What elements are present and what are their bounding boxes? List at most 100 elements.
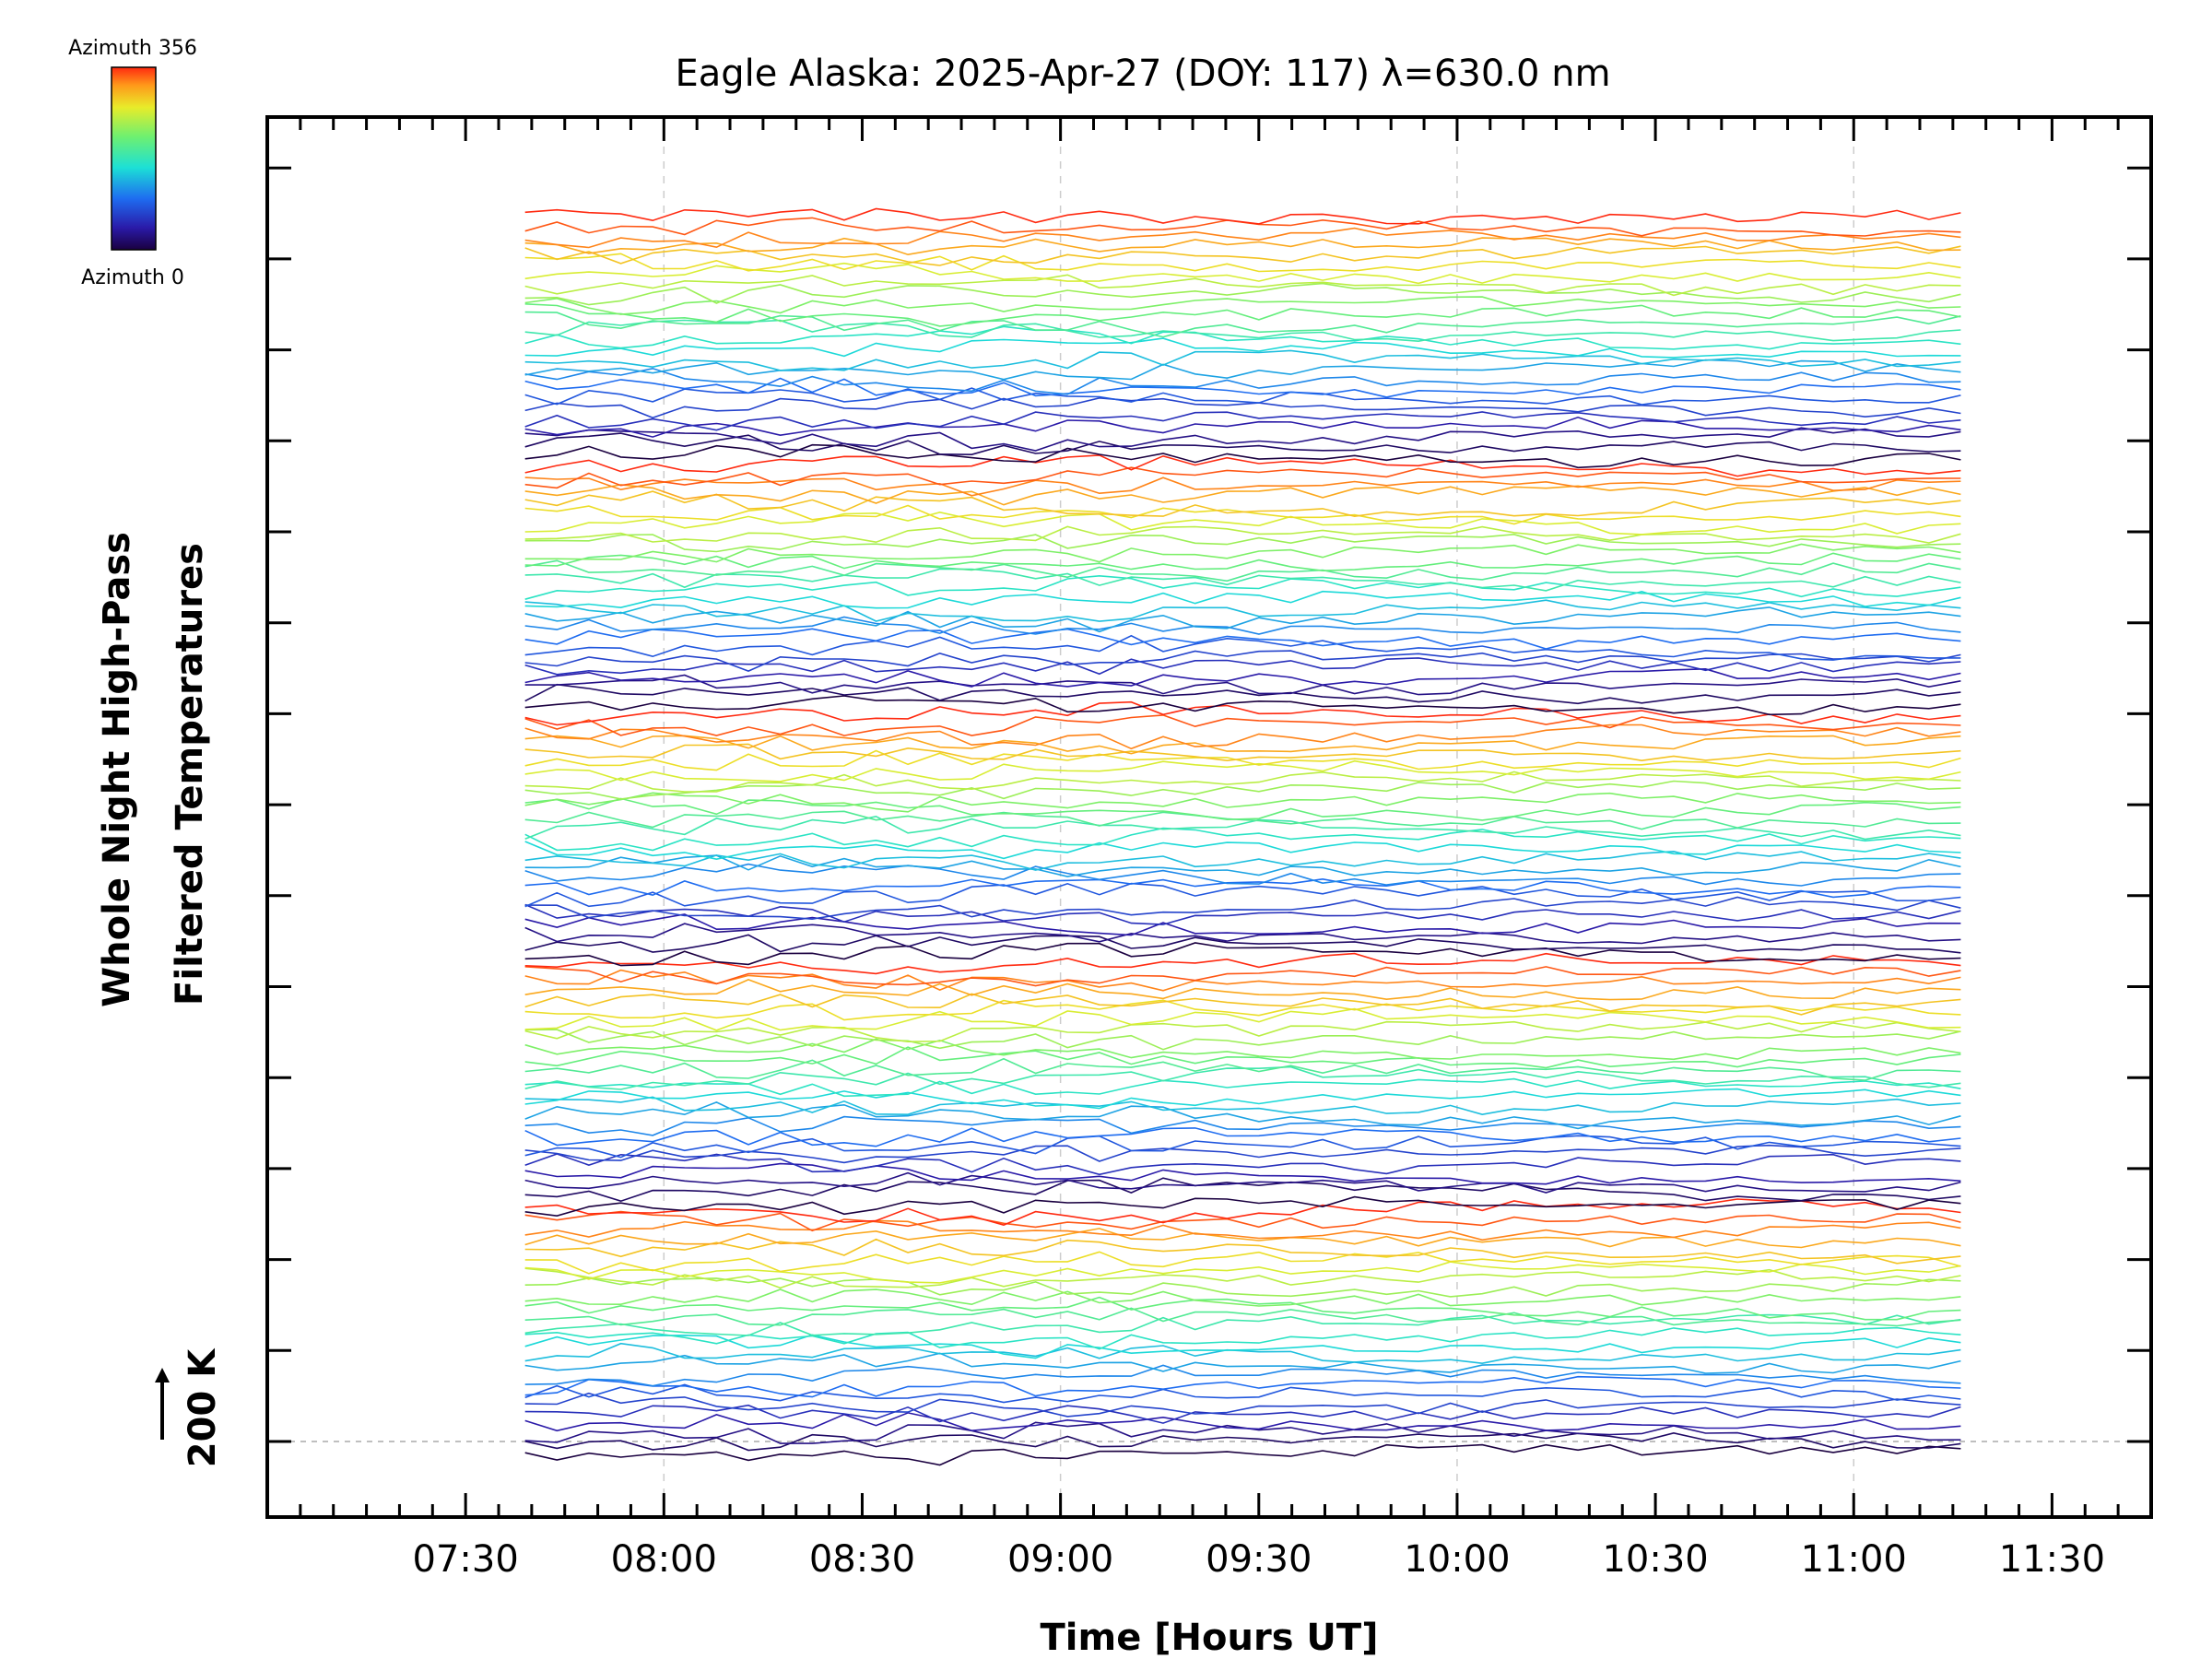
- series-line: [524, 245, 1961, 266]
- series-line: [524, 477, 1961, 497]
- series-line: [524, 1251, 1961, 1275]
- series-line: [524, 511, 1961, 535]
- x-tick-labels: 07:30 08:00 08:30 09:00 09:30 10:00 10:30 11:00…: [413, 1538, 2106, 1581]
- series-line: [524, 1288, 1961, 1307]
- series-line: [524, 714, 1961, 736]
- series-line: [524, 533, 1961, 553]
- series-line: [524, 993, 1961, 1016]
- series-line: [524, 667, 1961, 688]
- x-tick-label: 08:00: [611, 1538, 717, 1581]
- series-line: [524, 792, 1961, 813]
- series-line: [524, 657, 1961, 676]
- series-line: [524, 443, 1961, 469]
- series-line: [524, 207, 1961, 225]
- series-line: [524, 628, 1961, 650]
- x-tick-label: 07:30: [413, 1538, 519, 1581]
- series-line: [524, 559, 1961, 582]
- series-line: [524, 616, 1961, 635]
- series-line: [524, 815, 1961, 841]
- series-line: [524, 683, 1961, 705]
- series-line: [524, 1057, 1961, 1081]
- series-line: [524, 1096, 1961, 1116]
- x-tick-label: 11:30: [1999, 1538, 2105, 1581]
- series-line: [524, 1296, 1961, 1321]
- series-line: [524, 797, 1961, 821]
- chart-title: Eagle Alaska: 2025-Apr-27 (DOY: 117) λ=6…: [675, 53, 1610, 95]
- series-line: [524, 1007, 1961, 1031]
- series-line: [524, 227, 1961, 249]
- series-line: [524, 1334, 1961, 1359]
- series-line: [524, 1020, 1961, 1043]
- x-tick-label: 09:30: [1206, 1538, 1312, 1581]
- series-line: [524, 1443, 1961, 1466]
- series-line: [524, 1277, 1961, 1298]
- series-line: [524, 1029, 1961, 1051]
- series-line: [524, 942, 1961, 967]
- series-line: [524, 296, 1961, 315]
- series-line: [524, 484, 1961, 506]
- series-line: [524, 1404, 1961, 1424]
- colorbar: Azimuth 356 Azimuth 0: [68, 37, 197, 289]
- series-line: [524, 896, 1961, 921]
- series-line: [524, 411, 1961, 431]
- scale-label: 200 K: [182, 1347, 224, 1467]
- series-line: [524, 590, 1961, 609]
- series-line: [524, 432, 1961, 456]
- series-line: [524, 337, 1961, 359]
- series-line: [524, 771, 1961, 793]
- series-line: [524, 1238, 1961, 1265]
- series-line: [524, 1195, 1961, 1218]
- series-line: [524, 1342, 1961, 1365]
- series-line: [524, 1412, 1961, 1432]
- series-line: [524, 552, 1961, 572]
- colorbar-top-label: Azimuth 356: [68, 37, 197, 60]
- series-line: [524, 416, 1961, 438]
- series-line: [524, 282, 1961, 306]
- series-line: [524, 599, 1961, 622]
- scale-arrow-head: [155, 1368, 170, 1382]
- series-line: [524, 504, 1961, 525]
- series-line: [524, 1127, 1961, 1147]
- series-line: [524, 969, 1961, 992]
- series-line: [524, 543, 1961, 563]
- scale-indicator: 200 K: [155, 1347, 224, 1467]
- y-axis-label-line1: Whole Night High-Pass: [96, 532, 138, 1007]
- series-line: [524, 979, 1961, 1001]
- series-group: [524, 207, 1961, 1466]
- series-line: [524, 780, 1961, 800]
- series-line: [524, 349, 1961, 371]
- plot-frame: [265, 115, 2153, 1519]
- series-line: [524, 923, 1961, 945]
- series-line: [524, 319, 1961, 343]
- series-line: [524, 1228, 1961, 1249]
- series-line: [524, 913, 1961, 936]
- series-line: [524, 237, 1961, 256]
- series-line: [524, 1153, 1961, 1176]
- series-line: [524, 877, 1961, 899]
- series-line: [524, 396, 1961, 419]
- series-line: [524, 882, 1961, 908]
- series-line: [524, 1177, 1961, 1203]
- series-line: [524, 427, 1961, 452]
- series-line: [524, 454, 1961, 477]
- series-line: [524, 606, 1961, 633]
- series-line: [524, 253, 1961, 273]
- series-line: [524, 854, 1961, 877]
- series-line: [524, 1077, 1961, 1098]
- series-line: [524, 1046, 1961, 1069]
- x-tick-label: 08:30: [809, 1538, 915, 1581]
- series-line: [524, 863, 1961, 887]
- series-line: [524, 1431, 1961, 1452]
- series-line: [524, 387, 1961, 406]
- x-tick-label: 10:00: [1404, 1538, 1510, 1581]
- series-line: [524, 1198, 1961, 1226]
- series-line: [524, 1267, 1961, 1289]
- series-line: [524, 1101, 1961, 1130]
- x-tick-label: 11:00: [1801, 1538, 1907, 1581]
- series-line: [524, 695, 1961, 716]
- series-line: [524, 841, 1961, 861]
- series-line: [524, 311, 1961, 338]
- series-line: [524, 1261, 1961, 1284]
- series-line: [524, 1421, 1961, 1444]
- series-line: [524, 827, 1961, 852]
